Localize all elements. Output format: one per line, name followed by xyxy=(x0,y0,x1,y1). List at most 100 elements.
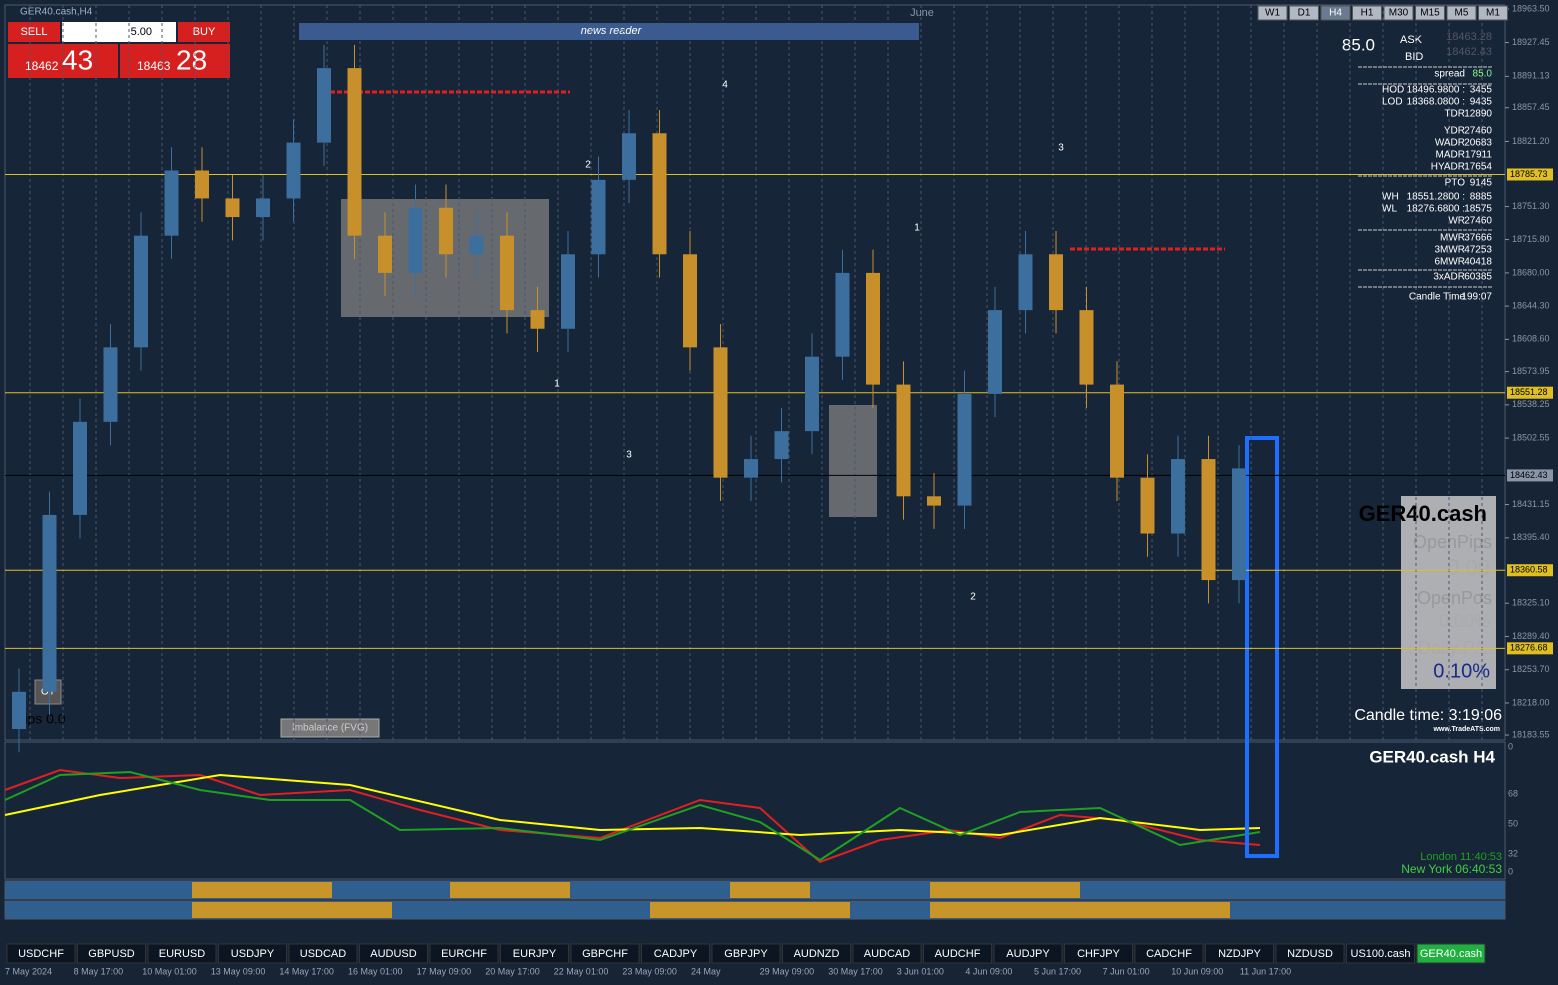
ask-value: 18463.28 xyxy=(1446,31,1492,43)
timeframe-label: M5 xyxy=(1455,8,1469,19)
timeframe-button[interactable] xyxy=(1289,5,1319,21)
stat-label: 6MWR xyxy=(1434,257,1465,268)
date-label: 22 May 01:00 xyxy=(554,966,609,976)
symbol-label: CHFJPY xyxy=(1077,948,1120,960)
candle-body xyxy=(774,431,789,460)
timeframe-button[interactable] xyxy=(1352,5,1382,21)
timeframe-label: M30 xyxy=(1389,8,1409,19)
stat-value: 18575 xyxy=(1464,204,1492,215)
ask-label: ASK xyxy=(1400,34,1423,46)
candle-body xyxy=(561,254,575,329)
strip-segment xyxy=(450,882,570,898)
ask-box[interactable] xyxy=(120,44,230,78)
level-tag xyxy=(1507,564,1553,577)
ot-button[interactable] xyxy=(34,679,62,705)
stat-value: 12890 xyxy=(1464,109,1492,120)
symbol-tab[interactable] xyxy=(1064,943,1133,964)
symbol-tab[interactable] xyxy=(500,943,569,964)
window-title: GER40.cash,H4 xyxy=(20,7,93,18)
symbol-tab[interactable] xyxy=(6,943,76,964)
candle-body xyxy=(1232,468,1246,581)
y-tick-label: 18644.30 xyxy=(1512,301,1550,311)
current-label: 18462.43 xyxy=(1510,470,1548,480)
symbol-tab[interactable] xyxy=(147,943,217,964)
candle-body xyxy=(622,133,636,180)
symbol-label: GBPJPY xyxy=(724,948,768,960)
symbol-label: EURJPY xyxy=(513,948,557,960)
y-tick-label: 18325.10 xyxy=(1512,598,1550,608)
fvg-button[interactable] xyxy=(280,718,380,738)
y-tick-label: 18751.30 xyxy=(1512,201,1550,211)
symbol-tab[interactable] xyxy=(570,943,640,964)
date-label: 13 May 09:00 xyxy=(211,966,266,976)
candle-body xyxy=(1140,477,1155,534)
date-label: 17 May 09:00 xyxy=(417,966,472,976)
timeframe-button[interactable] xyxy=(1415,5,1445,21)
stat-label: WR xyxy=(1448,216,1465,227)
price-pane xyxy=(4,4,1506,741)
date-label: 11 Jun 17:00 xyxy=(1240,966,1291,976)
symbol-tab[interactable] xyxy=(782,943,851,964)
timeframe-button[interactable] xyxy=(1383,5,1414,21)
bid-value: 18462.43 xyxy=(1446,46,1492,58)
indicator-line xyxy=(4,768,1261,864)
candle-body xyxy=(378,235,392,273)
symbol-tab[interactable] xyxy=(288,943,358,964)
symbol-tab[interactable] xyxy=(218,943,287,964)
strip-segment xyxy=(192,882,332,898)
symbol-tab[interactable] xyxy=(1346,943,1415,964)
london-time: London 11:40:53 xyxy=(1420,851,1502,863)
symbol-tab[interactable] xyxy=(77,943,146,964)
timeframe-button[interactable] xyxy=(1478,5,1508,21)
candle-body xyxy=(195,170,209,199)
symbol-label: CADCHF xyxy=(1146,948,1192,960)
symbol-tab[interactable] xyxy=(923,943,992,964)
symbol-tab[interactable] xyxy=(1205,943,1274,964)
timeframe-button[interactable] xyxy=(1257,5,1288,21)
stat-label: HOD xyxy=(1382,85,1404,96)
symbol-tab[interactable] xyxy=(852,943,922,964)
indicator-pane xyxy=(4,741,1506,880)
buy-button[interactable] xyxy=(178,22,230,42)
symbol-tab[interactable] xyxy=(359,943,428,964)
stat-label: PTO xyxy=(1445,178,1466,189)
daily-pl-label: Daily P/L xyxy=(1418,638,1490,658)
sell-button[interactable] xyxy=(8,22,60,42)
stat-price: 18368.0800 : xyxy=(1407,97,1465,108)
stat-label: spread xyxy=(1434,69,1465,80)
stat-label: 3MWR xyxy=(1434,245,1465,256)
timeframe-button[interactable] xyxy=(1320,5,1351,21)
symbol-tab[interactable] xyxy=(1134,943,1204,964)
news-bar[interactable] xyxy=(299,23,919,40)
open-pips: 0.00 xyxy=(1447,555,1490,580)
candle-body xyxy=(957,393,972,506)
symbol-tab[interactable] xyxy=(641,943,710,964)
indicator-level: 68 xyxy=(1508,788,1518,798)
level-label: 18360.58 xyxy=(1510,565,1548,575)
symbol-tab[interactable] xyxy=(429,943,499,964)
timeframe-button[interactable] xyxy=(1446,5,1477,21)
open-pos: 0.00% xyxy=(1439,611,1490,631)
symbol-tab[interactable] xyxy=(993,943,1063,964)
candle-body xyxy=(988,310,1002,394)
symbol-tab[interactable] xyxy=(1416,943,1486,964)
strip-segment xyxy=(930,902,1230,918)
indicator-level: 0 xyxy=(1508,741,1513,751)
bid-big: 18462 xyxy=(25,59,59,73)
lot-input[interactable] xyxy=(62,22,176,42)
date-label: 20 May 17:00 xyxy=(485,966,540,976)
symbol-tab[interactable] xyxy=(1275,943,1345,964)
symbol-tab[interactable] xyxy=(711,943,781,964)
stat-label: MADR xyxy=(1436,150,1465,161)
wave-label: 3 xyxy=(626,450,632,461)
y-tick-label: 18218.00 xyxy=(1512,697,1550,707)
level-tag xyxy=(1507,386,1553,399)
date-label: 30 May 17:00 xyxy=(828,966,883,976)
stat-value: 9145 xyxy=(1470,178,1493,189)
symbol-label: EURUSD xyxy=(159,948,206,960)
y-tick-label: 18821.20 xyxy=(1512,136,1550,146)
timeframe-label: H4 xyxy=(1329,8,1342,19)
candle-body xyxy=(256,198,270,218)
candle-body xyxy=(1018,254,1033,311)
